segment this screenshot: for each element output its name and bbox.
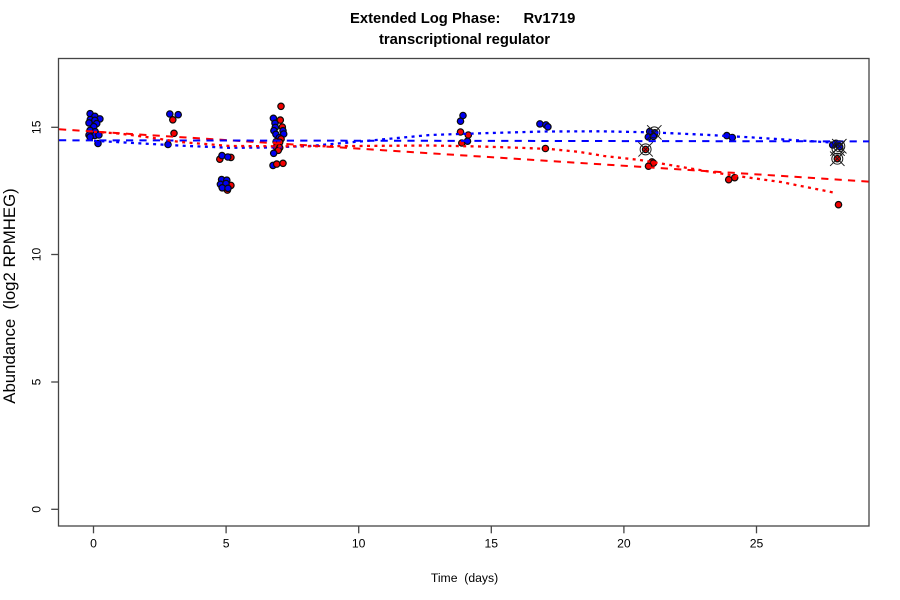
svg-text:10: 10 bbox=[30, 248, 44, 262]
svg-text:10: 10 bbox=[352, 537, 366, 551]
svg-text:15: 15 bbox=[30, 120, 44, 134]
svg-text:5: 5 bbox=[223, 537, 230, 551]
svg-text:Rv1719: Rv1719 bbox=[524, 11, 576, 27]
svg-text:20: 20 bbox=[617, 537, 631, 551]
svg-text:5: 5 bbox=[30, 378, 44, 385]
svg-text:25: 25 bbox=[750, 537, 764, 551]
svg-text:Abundance (log2 RPMHEG): Abundance (log2 RPMHEG) bbox=[0, 188, 19, 403]
svg-text:15: 15 bbox=[485, 537, 499, 551]
svg-text:0: 0 bbox=[90, 537, 97, 551]
svg-text:0: 0 bbox=[30, 506, 44, 513]
svg-text:Time (days): Time (days) bbox=[431, 571, 498, 585]
svg-text:transcriptional regulator: transcriptional regulator bbox=[379, 32, 550, 48]
svg-text:Extended Log Phase:: Extended Log Phase: bbox=[350, 11, 500, 27]
